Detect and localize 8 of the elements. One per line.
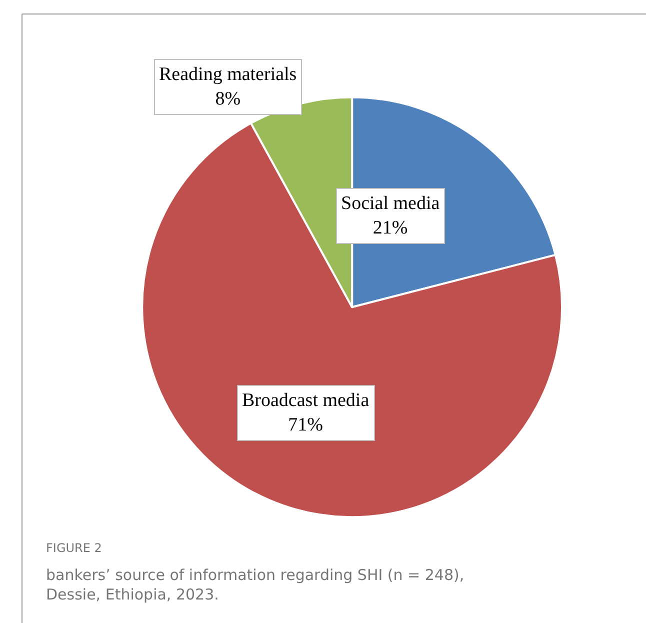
text: bankers’ source of information regarding SHI (n = 248), Dessie, Ethiopia, 2023. xyxy=(46,566,464,604)
slice-label: Social media xyxy=(341,193,440,214)
data-label: 71% xyxy=(288,414,324,436)
slice-label: Broadcast media xyxy=(242,390,370,411)
data-label: 21% xyxy=(372,218,408,239)
caption: FIGURE 2 xyxy=(46,541,102,555)
data-label: 8% xyxy=(215,88,241,110)
slice-label: Reading materials xyxy=(159,64,297,85)
